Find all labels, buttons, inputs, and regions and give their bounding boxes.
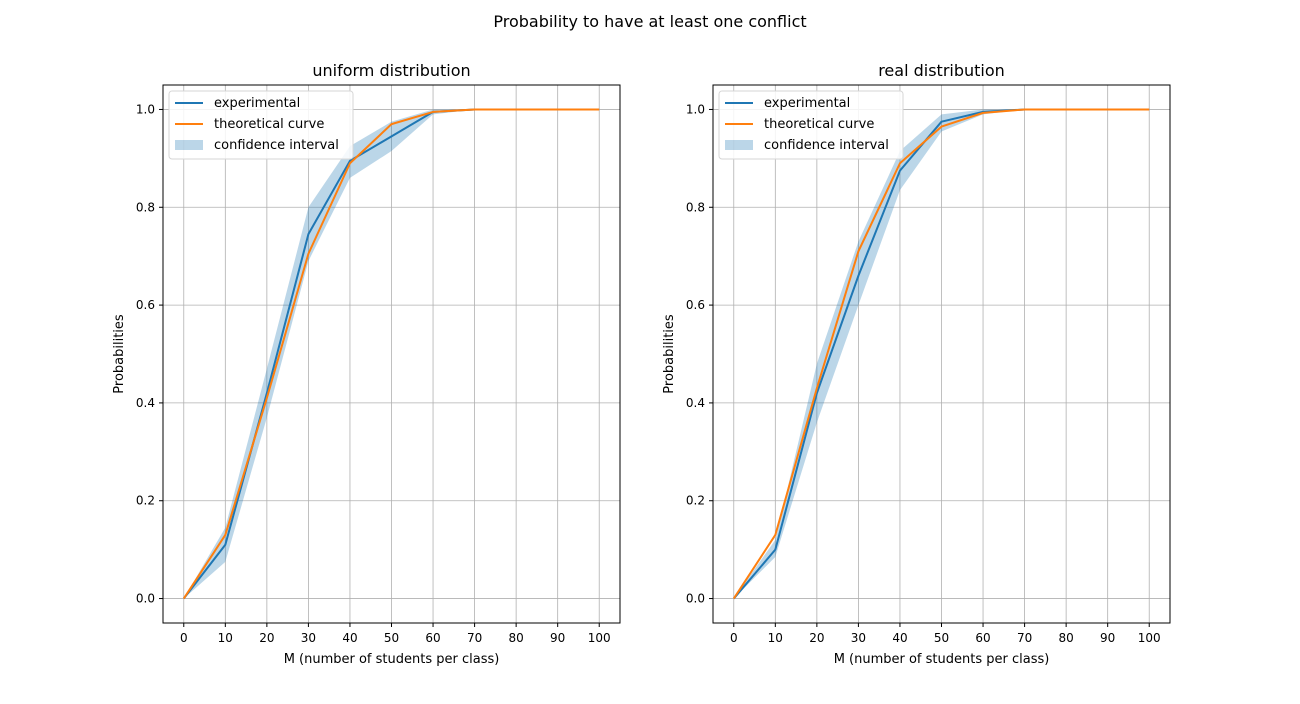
y-axis-label: Probabilities bbox=[112, 314, 127, 394]
x-tick-label: 100 bbox=[1138, 631, 1161, 645]
x-tick-label: 20 bbox=[809, 631, 824, 645]
y-tick-label: 0.6 bbox=[686, 298, 705, 312]
y-tick-label: 1.0 bbox=[686, 102, 705, 116]
x-tick-label: 90 bbox=[550, 631, 565, 645]
y-tick-label: 0.0 bbox=[686, 592, 705, 606]
x-tick-label: 40 bbox=[892, 631, 907, 645]
y-tick-label: 0.2 bbox=[136, 494, 155, 508]
legend-label: theoretical curve bbox=[764, 117, 874, 132]
legend-box bbox=[718, 90, 904, 160]
x-tick-label: 10 bbox=[218, 631, 233, 645]
x-tick-label: 100 bbox=[588, 631, 611, 645]
legend-box bbox=[168, 90, 354, 160]
y-tick-label: 1.0 bbox=[136, 102, 155, 116]
x-tick-label: 60 bbox=[975, 631, 990, 645]
legend-patch-swatch bbox=[175, 140, 203, 150]
legend-patch-swatch bbox=[725, 140, 753, 150]
x-tick-label: 80 bbox=[508, 631, 523, 645]
x-tick-label: 80 bbox=[1058, 631, 1073, 645]
x-tick-label: 40 bbox=[342, 631, 357, 645]
x-tick-label: 30 bbox=[301, 631, 316, 645]
x-axis-label: M (number of students per class) bbox=[834, 652, 1050, 667]
figure-title: Probability to have at least one conflic… bbox=[493, 12, 806, 31]
x-axis-label: M (number of students per class) bbox=[284, 652, 500, 667]
x-tick-label: 50 bbox=[384, 631, 399, 645]
grid bbox=[713, 85, 1170, 623]
y-tick-label: 0.6 bbox=[136, 298, 155, 312]
series-line-theoretical-curve bbox=[182, 108, 600, 600]
grid bbox=[163, 85, 620, 623]
legend: experimental theoretical curve confidence … bbox=[718, 90, 904, 160]
subplot-title: uniform distribution bbox=[312, 61, 470, 80]
x-ticks: 0 10 20 30 40 50 60 70 80 90 100 bbox=[180, 623, 611, 645]
series-line-theoretical-curve bbox=[732, 108, 1150, 600]
x-tick-label: 20 bbox=[259, 631, 274, 645]
y-tick-label: 0.0 bbox=[136, 592, 155, 606]
y-tick-label: 0.4 bbox=[136, 396, 155, 410]
x-tick-label: 0 bbox=[730, 631, 738, 645]
legend-label: experimental bbox=[214, 96, 300, 111]
y-axis-label: Probabilities bbox=[662, 314, 677, 394]
legend: experimental theoretical curve confidence … bbox=[168, 90, 354, 160]
y-tick-label: 0.8 bbox=[136, 200, 155, 214]
x-ticks: 0 10 20 30 40 50 60 70 80 90 100 bbox=[730, 623, 1161, 645]
subplot-uniform-distribution: 0 10 20 30 40 50 60 70 80 90 100 0.0 0.2 0.4 0.6 0.8 1.0… bbox=[112, 61, 621, 667]
confidence-band bbox=[183, 109, 600, 599]
legend-label: confidence interval bbox=[214, 138, 339, 153]
y-tick-label: 0.8 bbox=[686, 200, 705, 214]
y-tick-label: 0.2 bbox=[686, 494, 705, 508]
y-tick-label: 0.4 bbox=[686, 396, 705, 410]
y-ticks: 0.0 0.2 0.4 0.6 0.8 1.0 bbox=[686, 102, 713, 606]
legend-label: theoretical curve bbox=[214, 117, 324, 132]
y-ticks: 0.0 0.2 0.4 0.6 0.8 1.0 bbox=[136, 102, 163, 606]
x-tick-label: 70 bbox=[467, 631, 482, 645]
x-tick-label: 30 bbox=[851, 631, 866, 645]
legend-label: confidence interval bbox=[764, 138, 889, 153]
x-tick-label: 90 bbox=[1100, 631, 1115, 645]
legend-label: experimental bbox=[764, 96, 850, 111]
x-tick-label: 50 bbox=[934, 631, 949, 645]
x-tick-label: 0 bbox=[180, 631, 188, 645]
x-tick-label: 60 bbox=[425, 631, 440, 645]
x-tick-label: 70 bbox=[1017, 631, 1032, 645]
subplot-title: real distribution bbox=[878, 61, 1005, 80]
subplot-real-distribution: 0 10 20 30 40 50 60 70 80 90 100 0.0 0.2 0.4 0.6 0.8 1.0… bbox=[662, 61, 1171, 667]
x-tick-label: 10 bbox=[768, 631, 783, 645]
